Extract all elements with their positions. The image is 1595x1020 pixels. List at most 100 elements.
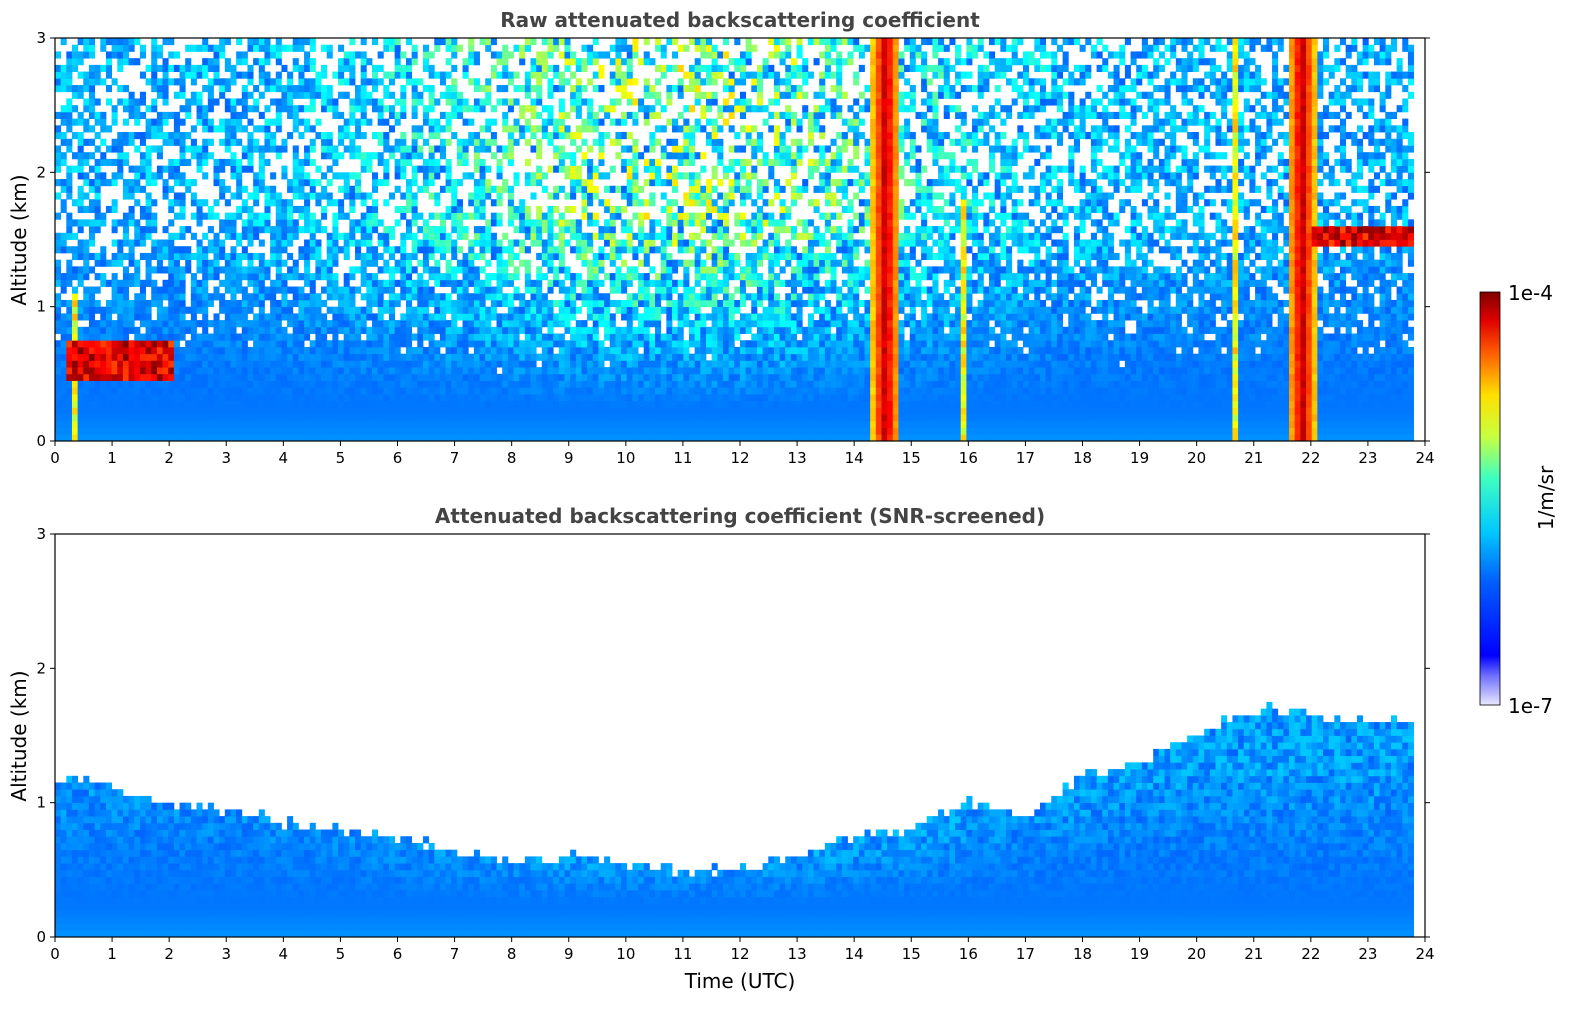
heatmap-cell bbox=[530, 58, 537, 66]
heatmap-cell bbox=[490, 71, 497, 79]
heatmap-cell bbox=[547, 226, 554, 234]
heatmap-cell bbox=[456, 387, 463, 395]
heatmap-cell bbox=[355, 192, 362, 200]
heatmap-cell bbox=[507, 212, 514, 220]
heatmap-cell bbox=[428, 266, 435, 274]
heatmap-cell bbox=[366, 387, 373, 395]
heatmap-cell bbox=[643, 199, 650, 207]
heatmap-cell bbox=[694, 152, 701, 160]
heatmap-cell bbox=[224, 434, 231, 442]
heatmap-cell bbox=[598, 340, 605, 348]
heatmap-cell bbox=[77, 192, 84, 200]
heatmap-cell bbox=[462, 380, 469, 388]
heatmap-cell bbox=[468, 367, 475, 375]
heatmap-cell bbox=[677, 64, 684, 72]
heatmap-cell bbox=[587, 111, 594, 119]
heatmap-cell bbox=[270, 434, 277, 442]
heatmap-cell bbox=[77, 299, 84, 308]
heatmap-cell bbox=[241, 387, 248, 395]
heatmap-cell bbox=[649, 420, 656, 428]
heatmap-cell bbox=[621, 286, 628, 294]
heatmap-cell bbox=[694, 38, 701, 46]
heatmap-cell bbox=[700, 199, 707, 207]
heatmap-cell bbox=[445, 111, 452, 119]
heatmap-cell bbox=[428, 91, 435, 99]
heatmap-cell bbox=[405, 346, 413, 355]
heatmap-cell bbox=[632, 273, 639, 281]
heatmap-cell bbox=[451, 427, 458, 435]
heatmap-cell bbox=[258, 91, 265, 99]
heatmap-cell bbox=[485, 44, 492, 52]
heatmap-cell bbox=[638, 414, 645, 422]
heatmap-cell bbox=[111, 340, 118, 348]
heatmap-cell bbox=[445, 44, 452, 52]
heatmap-cell bbox=[219, 326, 226, 334]
heatmap-cell bbox=[553, 145, 560, 153]
heatmap-cell bbox=[213, 427, 220, 435]
heatmap-cell bbox=[592, 58, 599, 66]
heatmap-cell bbox=[451, 340, 458, 348]
heatmap-cell bbox=[366, 346, 373, 355]
heatmap-cell bbox=[355, 239, 362, 247]
heatmap-cell bbox=[400, 192, 407, 200]
heatmap-cell bbox=[519, 414, 526, 422]
heatmap-cell bbox=[530, 400, 537, 408]
heatmap-cell bbox=[468, 434, 475, 442]
heatmap-cell bbox=[434, 259, 441, 267]
heatmap-cell bbox=[105, 346, 113, 355]
heatmap-cell bbox=[145, 212, 152, 220]
heatmap-cell bbox=[383, 286, 390, 294]
heatmap-cell bbox=[462, 293, 469, 301]
heatmap-cell bbox=[530, 353, 537, 361]
heatmap-cell bbox=[479, 387, 486, 395]
heatmap-cell bbox=[524, 246, 531, 254]
heatmap-cell bbox=[338, 125, 345, 133]
heatmap-cell bbox=[672, 185, 679, 193]
heatmap-cell bbox=[105, 71, 113, 79]
heatmap-cell bbox=[281, 219, 288, 227]
heatmap-cell bbox=[315, 71, 322, 79]
heatmap-cell bbox=[598, 145, 605, 153]
heatmap-cell bbox=[643, 333, 650, 341]
heatmap-cell bbox=[230, 111, 237, 119]
heatmap-cell bbox=[564, 306, 571, 314]
heatmap-cell bbox=[638, 407, 645, 415]
heatmap-cell bbox=[660, 306, 667, 314]
heatmap-cell bbox=[185, 346, 192, 355]
heatmap-cell bbox=[60, 346, 67, 355]
heatmap-cell bbox=[117, 286, 124, 294]
heatmap-cell bbox=[185, 434, 192, 442]
heatmap-cell bbox=[139, 212, 146, 220]
heatmap-cell bbox=[298, 78, 305, 86]
heatmap-cell bbox=[304, 199, 311, 207]
heatmap-cell bbox=[632, 158, 639, 167]
heatmap-cell bbox=[88, 91, 96, 99]
heatmap-cell bbox=[587, 158, 594, 167]
heatmap-cell bbox=[298, 427, 305, 435]
heatmap-cell bbox=[338, 172, 345, 180]
heatmap-cell bbox=[547, 105, 554, 113]
heatmap-cell bbox=[179, 205, 186, 214]
heatmap-cell bbox=[202, 38, 209, 46]
heatmap-cell bbox=[536, 138, 543, 146]
heatmap-cell bbox=[558, 407, 565, 415]
heatmap-cell bbox=[689, 427, 696, 435]
heatmap-cell bbox=[185, 185, 192, 193]
heatmap-cell bbox=[190, 199, 197, 207]
heatmap-cell bbox=[672, 380, 679, 388]
heatmap-cell bbox=[162, 226, 169, 234]
heatmap-cell bbox=[253, 346, 260, 355]
heatmap-cell bbox=[281, 259, 288, 267]
heatmap-cell bbox=[128, 279, 135, 287]
heatmap-cell bbox=[100, 373, 107, 381]
heatmap-cell bbox=[179, 393, 186, 402]
heatmap-cell bbox=[604, 132, 611, 140]
heatmap-cell bbox=[134, 293, 141, 301]
heatmap-cell bbox=[564, 360, 571, 368]
heatmap-cell bbox=[349, 58, 356, 66]
heatmap-cell bbox=[394, 407, 401, 415]
heatmap-cell bbox=[479, 165, 486, 173]
heatmap-cell bbox=[434, 239, 441, 247]
heatmap-cell bbox=[400, 393, 407, 402]
heatmap-cell bbox=[524, 420, 531, 428]
